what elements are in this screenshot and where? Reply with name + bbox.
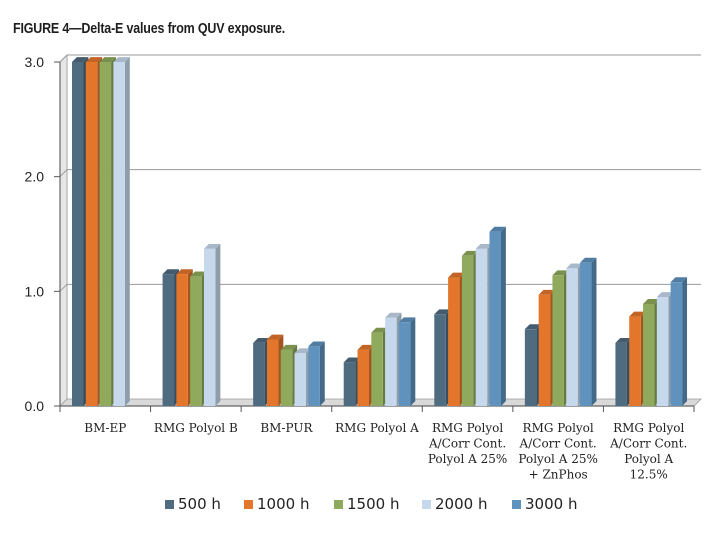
side-wall xyxy=(59,54,68,407)
legend-swatch xyxy=(334,500,343,509)
y-tick-label: 3.0 xyxy=(25,54,45,70)
gridline xyxy=(59,54,701,63)
x-tick-label: RMG Polyol A/Corr Cont. Polyol A 25% + ZnPh… xyxy=(518,421,597,482)
x-tick-label: RMG Polyol A/Corr Cont. Polyol A 12.5% xyxy=(609,421,687,482)
gridline xyxy=(59,283,701,292)
legend-label: 500 h xyxy=(178,495,221,513)
chart-title: FIGURE 4—Delta-E values from QUV exposur… xyxy=(13,21,286,37)
legend-swatch xyxy=(512,500,521,509)
legend-label: 1500 h xyxy=(347,495,399,513)
y-tick-label: 2.0 xyxy=(25,169,45,185)
legend-swatch xyxy=(422,500,431,509)
bar xyxy=(203,244,221,406)
x-tick-label: RMG Polyol B xyxy=(154,421,238,435)
legend-item: 1000 h xyxy=(244,495,309,513)
bar xyxy=(670,277,688,406)
bar xyxy=(308,341,325,406)
x-tick-label: RMG Polyol A/Corr Cont. Polyol A 25% xyxy=(428,421,507,466)
legend-item: 500 h xyxy=(165,495,221,513)
legend-label: 1000 h xyxy=(257,495,309,513)
legend-item: 1500 h xyxy=(334,495,399,513)
x-tick-label: BM-PUR xyxy=(260,421,313,435)
gridline xyxy=(59,169,701,178)
legend-label: 2000 h xyxy=(435,495,487,513)
x-tick-label: BM-EP xyxy=(84,421,126,435)
bar xyxy=(113,57,130,406)
legend-label: 3000 h xyxy=(525,495,577,513)
legend-swatch xyxy=(165,500,174,509)
bar xyxy=(398,317,416,406)
x-tick-label: RMG Polyol A xyxy=(335,421,419,435)
y-tick-label: 0.0 xyxy=(25,398,45,414)
bar xyxy=(489,226,506,406)
bar xyxy=(580,257,597,406)
y-tick-label: 1.0 xyxy=(25,283,45,299)
legend-item: 3000 h xyxy=(512,495,577,513)
legend-swatch xyxy=(244,500,253,509)
legend-item: 2000 h xyxy=(422,495,487,513)
